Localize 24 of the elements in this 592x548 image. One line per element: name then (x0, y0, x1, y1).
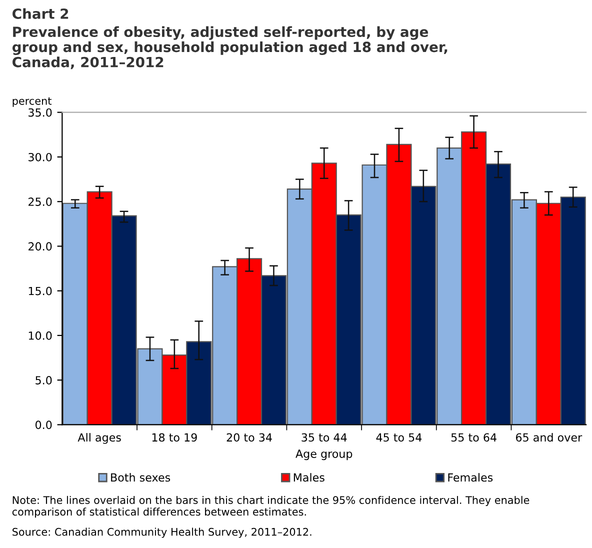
y-tick-label: 20.0 (28, 242, 52, 251)
source-note: Source: Canadian Community Health Survey, 2011–2012. (12, 528, 312, 538)
text: Note: The lines overlaid on the bars in this chart indicate the 95% confidence interval. They enable comparison of statistical differences between estimates. (12, 496, 530, 518)
y-axis-title: percent (12, 97, 52, 107)
chart-subtitle: Prevalence of obesity, adjusted self-reported, by age group and sex, household population aged 18 and over, Canada, 2011–2012 (12, 26, 448, 70)
y-tick-label: 5.0 (36, 376, 52, 384)
y-tick-label: 30.0 (28, 152, 52, 162)
legend-label: Both sexes (111, 473, 170, 482)
x-tick-label: 45 to 54 (376, 433, 422, 442)
x-tick-label: 20 to 34 (226, 433, 272, 442)
y-tick-label: 10.0 (28, 331, 52, 340)
x-tick-label: 18 to 19 (152, 433, 197, 442)
y-tick-label: 35.0 (28, 108, 52, 117)
chart-title: Chart 2 (12, 8, 68, 19)
x-tick-label: 35 to 44 (302, 433, 347, 442)
y-tick-label: 0.0 (36, 420, 52, 430)
x-tick-label: All ages (78, 433, 121, 444)
x-tick-label: 55 to 64 (451, 433, 496, 442)
legend-label: Females (448, 473, 493, 482)
legend-label: Males (294, 473, 324, 482)
y-tick-label: 25.0 (28, 198, 52, 206)
y-tick-label: 15.0 (28, 286, 52, 296)
x-axis-title: Age group (296, 450, 352, 460)
x-tick-label: 65 and over (516, 433, 582, 442)
